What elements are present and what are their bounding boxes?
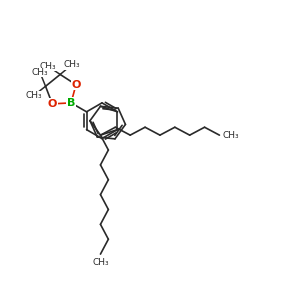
Text: B: B: [67, 98, 75, 108]
Text: CH₃: CH₃: [63, 60, 80, 69]
Text: CH₃: CH₃: [26, 91, 42, 100]
Text: O: O: [71, 80, 81, 90]
Text: CH₃: CH₃: [222, 130, 239, 140]
Text: O: O: [48, 99, 57, 109]
Text: CH₃: CH₃: [32, 68, 48, 77]
Text: CH₃: CH₃: [92, 258, 109, 267]
Text: CH₃: CH₃: [40, 62, 56, 71]
